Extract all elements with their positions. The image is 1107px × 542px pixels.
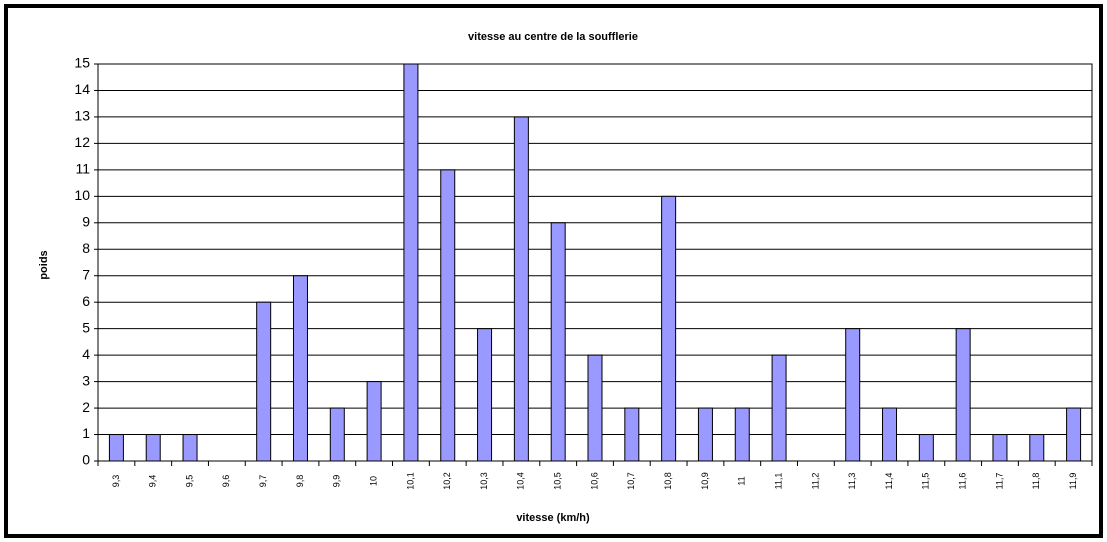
x-tick-label: 10,1 xyxy=(405,472,415,490)
bar xyxy=(992,434,1008,462)
x-tick-label: 11,5 xyxy=(921,473,931,490)
x-tick-label: 9,8 xyxy=(295,475,305,488)
x-tick-label: 10,5 xyxy=(553,472,563,490)
x-tick-label: 9,5 xyxy=(184,475,194,488)
bar xyxy=(587,354,603,462)
x-tick-label: 9,9 xyxy=(332,475,342,488)
x-tick-label: 9,7 xyxy=(258,475,268,488)
bar xyxy=(550,222,566,462)
y-tick-label: 11 xyxy=(75,161,90,177)
y-tick-label: 9 xyxy=(82,214,90,230)
y-tick-label: 7 xyxy=(82,266,90,282)
bar xyxy=(182,434,198,462)
bar xyxy=(403,63,419,462)
bar xyxy=(918,434,934,462)
y-tick-label: 13 xyxy=(74,108,90,124)
x-tick-label: 9,3 xyxy=(111,475,121,488)
y-tick-label: 6 xyxy=(82,293,90,309)
bar xyxy=(329,407,345,462)
bar xyxy=(292,275,308,462)
y-tick-label: 0 xyxy=(82,452,90,468)
x-tick-label: 11,7 xyxy=(994,473,1004,490)
x-tick-label: 11 xyxy=(737,476,747,485)
y-axis-label: poids xyxy=(38,250,50,279)
x-tick-label: 10,7 xyxy=(626,472,636,490)
x-tick-label: 10,4 xyxy=(516,472,526,490)
y-tick-label: 5 xyxy=(82,319,90,335)
chart-title: vitesse au centre de la soufflerie xyxy=(468,31,638,43)
y-tick-label: 10 xyxy=(74,187,90,203)
y-tick-label: 15 xyxy=(74,55,90,71)
bar xyxy=(734,407,750,462)
x-tick-label: 11,2 xyxy=(810,473,820,490)
y-tick-label: 14 xyxy=(74,81,90,97)
bar xyxy=(108,434,124,462)
bar xyxy=(882,407,898,462)
x-tick-label: 11,3 xyxy=(847,473,857,490)
y-tick-label: 1 xyxy=(82,425,90,441)
y-tick-label: 12 xyxy=(74,134,90,150)
x-tick-label: 11,1 xyxy=(773,473,783,490)
bar xyxy=(1029,434,1045,462)
x-tick-label: 10,3 xyxy=(479,472,489,490)
y-tick-label: 2 xyxy=(82,399,90,415)
y-tick-label: 4 xyxy=(82,346,90,362)
x-tick-label: 9,4 xyxy=(148,475,158,488)
x-axis-label: vitesse (km/h) xyxy=(516,512,590,524)
x-tick-label: 10,6 xyxy=(589,472,599,490)
bar xyxy=(624,407,640,462)
bar xyxy=(1066,407,1082,462)
x-tick-label: 11,4 xyxy=(884,473,894,490)
x-tick-label: 9,6 xyxy=(221,475,231,488)
y-tick-label: 3 xyxy=(82,372,90,388)
x-tick-label: 10 xyxy=(368,476,378,486)
bar xyxy=(771,354,787,462)
bar xyxy=(955,328,971,462)
x-tick-label: 11,6 xyxy=(958,473,968,490)
x-tick-label: 11,8 xyxy=(1031,473,1041,490)
x-tick-label: 10,8 xyxy=(663,472,673,490)
x-tick-label: 10,2 xyxy=(442,472,452,490)
bar xyxy=(845,328,861,462)
bar xyxy=(256,301,272,462)
bar xyxy=(145,434,161,462)
y-tick-label: 8 xyxy=(82,240,90,256)
bar xyxy=(661,195,677,462)
bar xyxy=(477,328,493,462)
bar xyxy=(366,381,382,462)
bar xyxy=(697,407,713,462)
x-tick-label: 10,9 xyxy=(700,472,710,490)
x-tick-label: 11,9 xyxy=(1068,473,1078,490)
bar xyxy=(513,116,529,462)
bar xyxy=(440,169,456,462)
